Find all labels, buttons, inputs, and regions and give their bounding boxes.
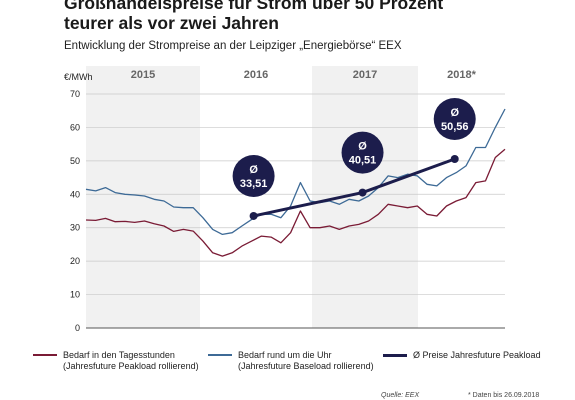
data-date-note: * Daten bis 26.09.2018	[468, 392, 540, 399]
legend-swatch-baseload	[208, 354, 232, 356]
legend-label-peakload-2: (Jahresfuture Peakload rollierend)	[63, 361, 199, 371]
average-point	[358, 188, 367, 197]
legend-swatch-average	[383, 354, 407, 357]
year-labels: 2015 2016 2017 2018*	[131, 69, 477, 81]
year-band	[200, 66, 312, 328]
average-point	[450, 154, 459, 163]
year-label: 2016	[244, 69, 268, 81]
chart-title: Großhandelspreise für Strom über 50 Proz…	[64, 0, 443, 33]
legend-label-peakload-1: Bedarf in den Tagesstunden	[63, 350, 175, 360]
year-label: 2017	[353, 69, 377, 81]
average-value-label: 40,51	[349, 155, 377, 167]
y-tick-labels: 0 10 20 30 40 50 60 70	[70, 89, 80, 333]
source-note: Quelle: EEX	[381, 392, 420, 399]
series-line-baseload	[85, 108, 506, 236]
y-tick-label: 60	[70, 122, 80, 132]
average-symbol: Ø	[249, 164, 258, 176]
average-symbol: Ø	[450, 107, 459, 119]
average-point	[249, 211, 258, 220]
y-axis-label: €/MWh	[64, 72, 93, 82]
y-tick-label: 30	[70, 223, 80, 233]
average-bubble	[341, 131, 384, 174]
y-tick-label: 20	[70, 256, 80, 266]
chart-subtitle: Entwicklung der Strompreise an der Leipz…	[64, 40, 402, 52]
average-symbol: Ø	[358, 141, 367, 153]
series-line-peakload	[85, 148, 506, 257]
y-tick-label: 10	[70, 290, 80, 300]
series-lines	[85, 108, 506, 257]
average-value-label: 33,51	[240, 178, 268, 190]
chart-title-line1: Großhandelspreise für Strom über 50 Proz…	[64, 0, 444, 13]
y-tick-label: 0	[75, 323, 80, 333]
y-tick-label: 40	[70, 189, 80, 199]
average-value-label: 50,56	[441, 121, 469, 133]
year-band	[312, 66, 418, 328]
average-bubble	[232, 154, 275, 197]
year-bands	[86, 66, 505, 328]
average-bubbles: Ø 33,51 Ø 40,51 Ø 50,56	[232, 97, 476, 220]
legend-label-baseload-1: Bedarf rund um die Uhr	[238, 350, 332, 360]
year-band	[86, 66, 200, 328]
y-tick-label: 70	[70, 89, 80, 99]
chart-title-line2: teurer als vor zwei Jahren	[64, 13, 279, 33]
y-tick-label: 50	[70, 156, 80, 166]
year-label: 2018*	[447, 69, 476, 81]
legend-swatch-peakload	[33, 354, 57, 356]
legend-label-baseload-2: (Jahresfuture Baseload rollierend)	[238, 361, 374, 371]
average-bubble	[433, 97, 476, 140]
legend-label-average: Ø Preise Jahresfuture Peakload	[413, 350, 541, 360]
year-label: 2015	[131, 69, 155, 81]
